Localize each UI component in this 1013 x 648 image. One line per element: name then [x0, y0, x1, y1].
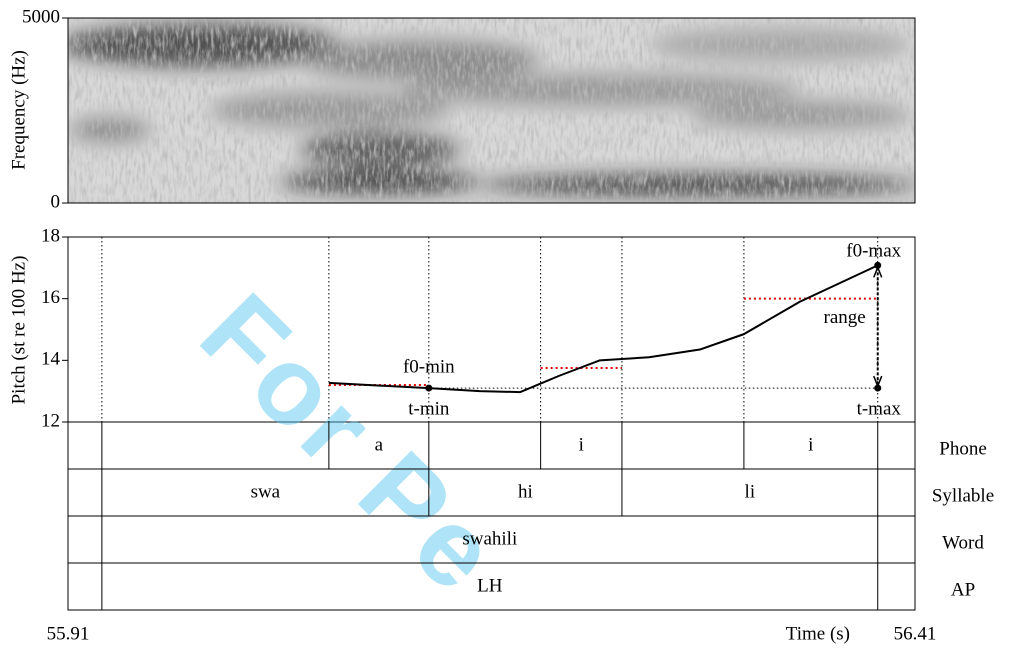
interval-label: hi — [518, 481, 533, 502]
interval-label: LH — [477, 575, 503, 596]
interval-label: swahili — [462, 528, 517, 549]
annotation: t-min — [408, 398, 450, 419]
praat-figure: For Pe Frequency (Hz) Pitch (st re 100 H… — [0, 0, 1013, 648]
t-max-point — [874, 385, 881, 392]
interval-label: a — [375, 434, 384, 455]
pitch-frame — [68, 237, 915, 422]
interval-label: i — [579, 434, 584, 455]
x-tick-label: 56.41 — [894, 623, 937, 644]
y-tick-label: 18 — [41, 225, 60, 246]
annotation: f0-min — [403, 356, 455, 377]
y-tick-label: 14 — [41, 349, 61, 370]
spectrogram-image — [60, 18, 920, 203]
watermark: For Pe — [177, 271, 523, 617]
f0-min-point — [425, 385, 432, 392]
y-tick-label: 12 — [41, 410, 60, 431]
y-axis-label: Pitch (st re 100 Hz) — [8, 256, 29, 405]
annotation: range — [824, 307, 866, 328]
y-tick-label: 5000 — [22, 6, 60, 27]
y-tick-label: 0 — [51, 191, 61, 212]
watermark-text: For Pe — [177, 271, 523, 617]
annotation: t-max — [857, 398, 902, 419]
y-tick-label: 16 — [41, 287, 60, 308]
interval-label: li — [745, 481, 756, 502]
x-axis-label: Time (s) — [786, 623, 850, 644]
tier-name: Syllable — [932, 485, 994, 506]
x-tick-label: 55.91 — [47, 623, 90, 644]
tier-name: Phone — [939, 438, 987, 459]
tier-name: AP — [951, 579, 975, 600]
y-axis-label: Frequency (Hz) — [8, 50, 29, 170]
annotation: f0-max — [846, 241, 901, 262]
interval-label: i — [808, 434, 813, 455]
f0-max-point — [874, 262, 881, 269]
interval-label: swa — [251, 481, 281, 502]
tier-name: Word — [942, 532, 984, 553]
